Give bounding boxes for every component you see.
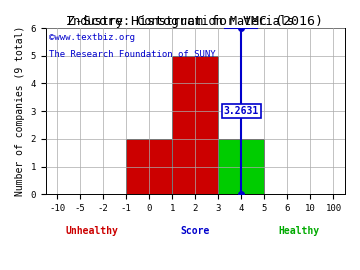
- Text: Industry: Construction Materials: Industry: Construction Materials: [66, 15, 294, 28]
- Text: Unhealthy: Unhealthy: [65, 226, 118, 236]
- Y-axis label: Number of companies (9 total): Number of companies (9 total): [15, 26, 25, 196]
- Text: The Research Foundation of SUNY: The Research Foundation of SUNY: [49, 50, 215, 59]
- Bar: [126, 139, 172, 194]
- Text: Healthy: Healthy: [278, 226, 320, 236]
- Text: ©www.textbiz.org: ©www.textbiz.org: [49, 33, 135, 42]
- Text: Score: Score: [181, 226, 210, 236]
- Bar: [172, 56, 219, 194]
- Text: 3.2631: 3.2631: [224, 106, 259, 116]
- Title: Z-Score Histogram for VMC (2016): Z-Score Histogram for VMC (2016): [67, 15, 323, 28]
- Bar: [219, 139, 264, 194]
